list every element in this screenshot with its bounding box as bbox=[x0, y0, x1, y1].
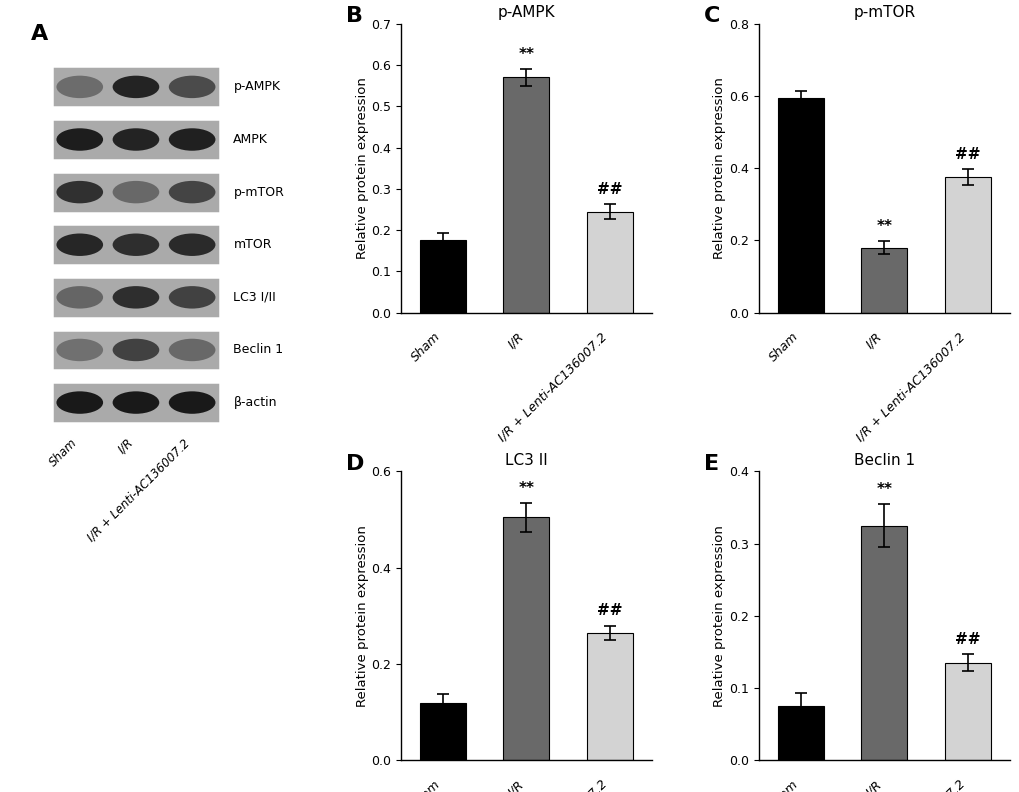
Y-axis label: Relative protein expression: Relative protein expression bbox=[712, 78, 726, 259]
Text: **: ** bbox=[518, 47, 534, 62]
Text: I/R + Lenti-AC136007.2: I/R + Lenti-AC136007.2 bbox=[853, 778, 967, 792]
Text: Sham: Sham bbox=[409, 778, 442, 792]
Text: **: ** bbox=[875, 219, 892, 234]
Bar bbox=[52, 224, 220, 265]
Bar bbox=[52, 383, 220, 423]
Text: **: ** bbox=[875, 482, 892, 497]
Ellipse shape bbox=[56, 339, 103, 361]
Bar bbox=[944, 177, 990, 313]
Title: p-AMPK: p-AMPK bbox=[497, 5, 554, 20]
Ellipse shape bbox=[112, 339, 159, 361]
Ellipse shape bbox=[56, 286, 103, 309]
Ellipse shape bbox=[168, 391, 215, 413]
Text: I/R + Lenti-AC136007.2: I/R + Lenti-AC136007.2 bbox=[853, 330, 967, 444]
Bar bbox=[52, 277, 220, 318]
Ellipse shape bbox=[112, 391, 159, 413]
Bar bbox=[587, 211, 633, 313]
Text: ##: ## bbox=[955, 632, 980, 647]
Bar bbox=[777, 706, 823, 760]
Text: p-AMPK: p-AMPK bbox=[233, 81, 280, 93]
Text: Sham: Sham bbox=[47, 436, 79, 470]
Bar bbox=[420, 241, 466, 313]
Text: E: E bbox=[703, 454, 718, 474]
Text: ##: ## bbox=[597, 604, 623, 619]
Bar bbox=[503, 78, 549, 313]
Text: β-actin: β-actin bbox=[233, 396, 276, 409]
Bar bbox=[944, 663, 990, 760]
Ellipse shape bbox=[56, 391, 103, 413]
Text: I/R: I/R bbox=[505, 330, 526, 351]
Y-axis label: Relative protein expression: Relative protein expression bbox=[356, 525, 368, 706]
Y-axis label: Relative protein expression: Relative protein expression bbox=[712, 525, 726, 706]
Ellipse shape bbox=[112, 234, 159, 256]
Title: LC3 II: LC3 II bbox=[504, 452, 547, 467]
Ellipse shape bbox=[168, 286, 215, 309]
Text: I/R: I/R bbox=[505, 778, 526, 792]
Bar bbox=[777, 97, 823, 313]
Text: mTOR: mTOR bbox=[233, 238, 272, 251]
Text: I/R + Lenti-AC136007.2: I/R + Lenti-AC136007.2 bbox=[496, 330, 609, 444]
Ellipse shape bbox=[56, 76, 103, 98]
Title: p-mTOR: p-mTOR bbox=[853, 5, 915, 20]
Bar bbox=[52, 172, 220, 212]
Text: I/R: I/R bbox=[863, 778, 883, 792]
Ellipse shape bbox=[168, 339, 215, 361]
Text: I/R + Lenti-AC136007.2: I/R + Lenti-AC136007.2 bbox=[496, 778, 609, 792]
Text: ##: ## bbox=[955, 147, 980, 162]
Text: Sham: Sham bbox=[765, 778, 800, 792]
Ellipse shape bbox=[112, 128, 159, 150]
Text: I/R: I/R bbox=[115, 436, 136, 456]
Bar bbox=[52, 67, 220, 107]
Bar bbox=[861, 248, 907, 313]
Text: Beclin 1: Beclin 1 bbox=[233, 344, 283, 356]
Text: LC3 I/II: LC3 I/II bbox=[233, 291, 276, 304]
Text: I/R + Lenti-AC136007.2: I/R + Lenti-AC136007.2 bbox=[85, 436, 192, 543]
Bar bbox=[587, 633, 633, 760]
Bar bbox=[52, 119, 220, 160]
Ellipse shape bbox=[168, 234, 215, 256]
Bar bbox=[420, 703, 466, 760]
Bar bbox=[503, 517, 549, 760]
Text: AMPK: AMPK bbox=[233, 133, 268, 146]
Y-axis label: Relative protein expression: Relative protein expression bbox=[356, 78, 368, 259]
Text: C: C bbox=[703, 6, 719, 26]
Bar bbox=[52, 329, 220, 371]
Bar bbox=[861, 526, 907, 760]
Ellipse shape bbox=[112, 181, 159, 204]
Ellipse shape bbox=[56, 181, 103, 204]
Ellipse shape bbox=[56, 128, 103, 150]
Text: ##: ## bbox=[597, 182, 623, 197]
Text: Sham: Sham bbox=[765, 330, 800, 364]
Title: Beclin 1: Beclin 1 bbox=[853, 452, 914, 467]
Ellipse shape bbox=[168, 181, 215, 204]
Text: Sham: Sham bbox=[409, 330, 442, 364]
Ellipse shape bbox=[112, 286, 159, 309]
Ellipse shape bbox=[112, 76, 159, 98]
Ellipse shape bbox=[56, 234, 103, 256]
Text: **: ** bbox=[518, 481, 534, 496]
Text: D: D bbox=[345, 454, 364, 474]
Text: p-mTOR: p-mTOR bbox=[233, 185, 284, 199]
Ellipse shape bbox=[168, 76, 215, 98]
Text: B: B bbox=[345, 6, 363, 26]
Text: A: A bbox=[31, 24, 48, 44]
Text: I/R: I/R bbox=[863, 330, 883, 351]
Ellipse shape bbox=[168, 128, 215, 150]
